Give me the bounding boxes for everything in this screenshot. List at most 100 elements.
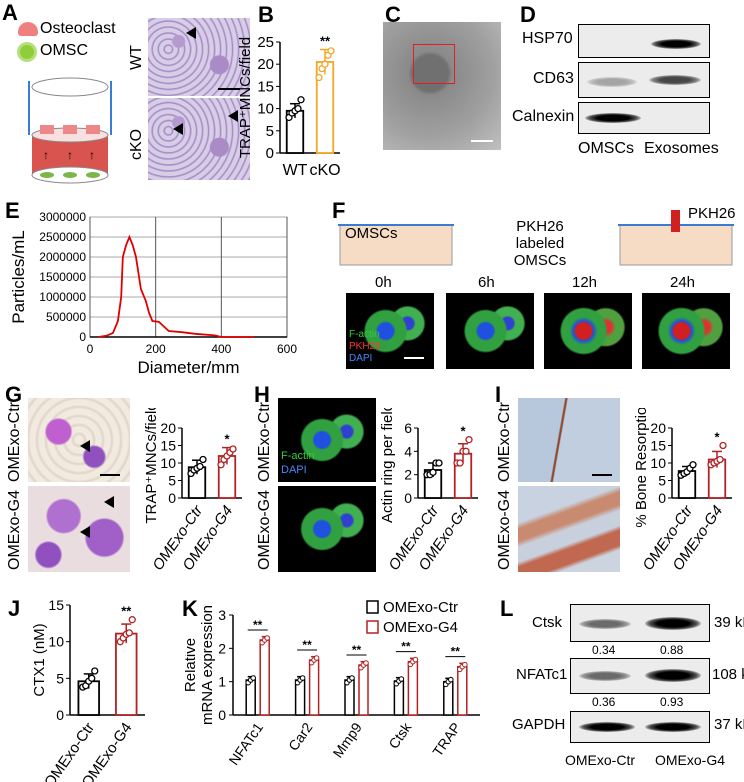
micrograph-wt — [148, 18, 250, 96]
y-tick-label: 0 — [56, 707, 64, 723]
x-tick-label: Mmp9 — [330, 719, 366, 760]
dish-label-omscs: OMSCs — [345, 225, 398, 242]
column-omexo-ctr: OMExo-Ctr — [565, 752, 635, 768]
y-tick-label: 3 — [218, 607, 226, 623]
data-point — [91, 667, 99, 675]
x-axis-label: Diameter/mm — [137, 358, 239, 375]
significance-marker: ** — [121, 604, 132, 619]
significance-marker: ** — [302, 638, 312, 652]
fluorescence-12h — [544, 293, 632, 369]
blot-label-ctsk: Ctsk — [532, 614, 562, 631]
trap-stain-ctr — [28, 398, 130, 482]
data-point — [264, 635, 270, 641]
significance-marker: * — [460, 424, 466, 439]
dye-label: PKH26 — [688, 205, 736, 222]
row-label-wt: WT — [128, 45, 145, 70]
data-point — [321, 60, 329, 68]
y-tick-label: 2000000 — [39, 250, 86, 264]
y-axis-label: TRAP⁺MNCs/field — [143, 408, 160, 524]
data-point — [398, 676, 405, 682]
y-tick-label: 1 — [218, 674, 226, 690]
y-tick-label: 10 — [48, 634, 64, 650]
x-tick-label: 400 — [211, 342, 231, 356]
y-tick-label: 500000 — [46, 310, 86, 324]
y-tick-label: 6 — [404, 420, 412, 436]
blot-hsp70 — [578, 24, 710, 58]
data-point — [299, 675, 306, 681]
legend-label: OMExo-Ctr — [383, 599, 458, 616]
blot-label-cd63: CD63 — [533, 70, 574, 87]
y-tick-label: 1000000 — [39, 290, 86, 304]
data-point — [294, 104, 302, 113]
y-axis-label: Actin ring per field — [379, 408, 396, 523]
x-tick-label: Ctsk — [385, 719, 415, 752]
blot-label-hsp70: HSP70 — [522, 30, 573, 47]
y-tick-label: 0 — [79, 330, 86, 344]
data-point — [229, 445, 237, 453]
data-point — [313, 655, 320, 661]
row-label-h-g4: OMExo-G4 — [256, 489, 273, 570]
y-tick-label: 10 — [257, 101, 274, 118]
stain-pkh26: PKH26 — [349, 341, 381, 352]
x-tick-label: NFATc1 — [226, 719, 267, 768]
legend-swatch — [366, 600, 379, 614]
data-point — [349, 675, 355, 681]
panel-label-a: A — [2, 0, 18, 25]
stain-dapi-h: DAPI — [281, 464, 307, 476]
svg-text:↑: ↑ — [67, 148, 73, 162]
data-point — [128, 616, 136, 624]
blot-label-nfatc1: NFATc1 — [516, 666, 568, 683]
column-omscs: OMSCs — [578, 140, 634, 157]
time-24h: 24h — [670, 274, 696, 291]
row-label-g-ctr: OMExo-Ctr — [6, 402, 23, 482]
data-point — [363, 660, 369, 666]
y-tick-label: 0 — [168, 490, 176, 506]
chart-k: 0 1 2 3 Relative mRNA expression ** NFATc1 ** Car… — [185, 599, 480, 768]
row-label-i-ctr: OMExo-Ctr — [496, 402, 513, 482]
y-tick-label: 2 — [218, 640, 226, 656]
zoom-box — [413, 44, 455, 84]
ctsk-value-g4: 0.88 — [660, 643, 684, 657]
row-label-h-ctr: OMExo-Ctr — [256, 402, 273, 482]
x-tick-label: cKO — [309, 162, 340, 179]
chart-e: 0 500000 1000000 1500000 2000000 2500000 30000… — [9, 210, 297, 375]
x-tick-label: 0 — [87, 342, 94, 356]
data-point — [250, 675, 256, 681]
fluorescence-0h: F-actin PKH26 DAPI — [346, 293, 434, 369]
y-tick-label: 5 — [266, 123, 274, 140]
bar-NFATc1-OMExo-G4 — [259, 639, 270, 716]
column-exosomes: Exosomes — [644, 140, 719, 157]
data-point — [462, 661, 468, 668]
nfatc1-value-g4: 0.93 — [660, 695, 684, 709]
y-tick-label: 5 — [658, 473, 666, 489]
bar-Car2-OMExo-G4 — [308, 659, 320, 716]
y-tick-label: 3000000 — [39, 210, 86, 224]
bar-Ctsk-OMExo-G4 — [407, 660, 419, 716]
y-tick-label: 0 — [218, 707, 226, 723]
y-tick-label: 15 — [257, 78, 274, 95]
y-tick-label: 2 — [404, 467, 412, 483]
stain-dapi: DAPI — [349, 353, 373, 364]
data-point — [88, 674, 96, 682]
panel-label-b: B — [258, 2, 274, 27]
stain-factin: F-actin — [349, 329, 380, 340]
y-tick-label: 15 — [160, 438, 176, 454]
data-point — [315, 73, 323, 82]
data-point — [435, 459, 443, 467]
data-point — [465, 436, 473, 444]
data-point — [462, 447, 470, 455]
blot-ctsk — [570, 604, 710, 642]
panel-label-d: D — [520, 2, 536, 27]
panel-label-k: K — [182, 596, 198, 621]
y-tick-label: 20 — [650, 420, 666, 436]
y-axis-label-line1: Relative — [185, 638, 199, 692]
data-point — [429, 468, 437, 476]
time-6h: 6h — [478, 274, 495, 291]
data-point — [456, 459, 464, 467]
data-point — [217, 461, 225, 469]
x-tick-label: Car2 — [285, 719, 316, 753]
